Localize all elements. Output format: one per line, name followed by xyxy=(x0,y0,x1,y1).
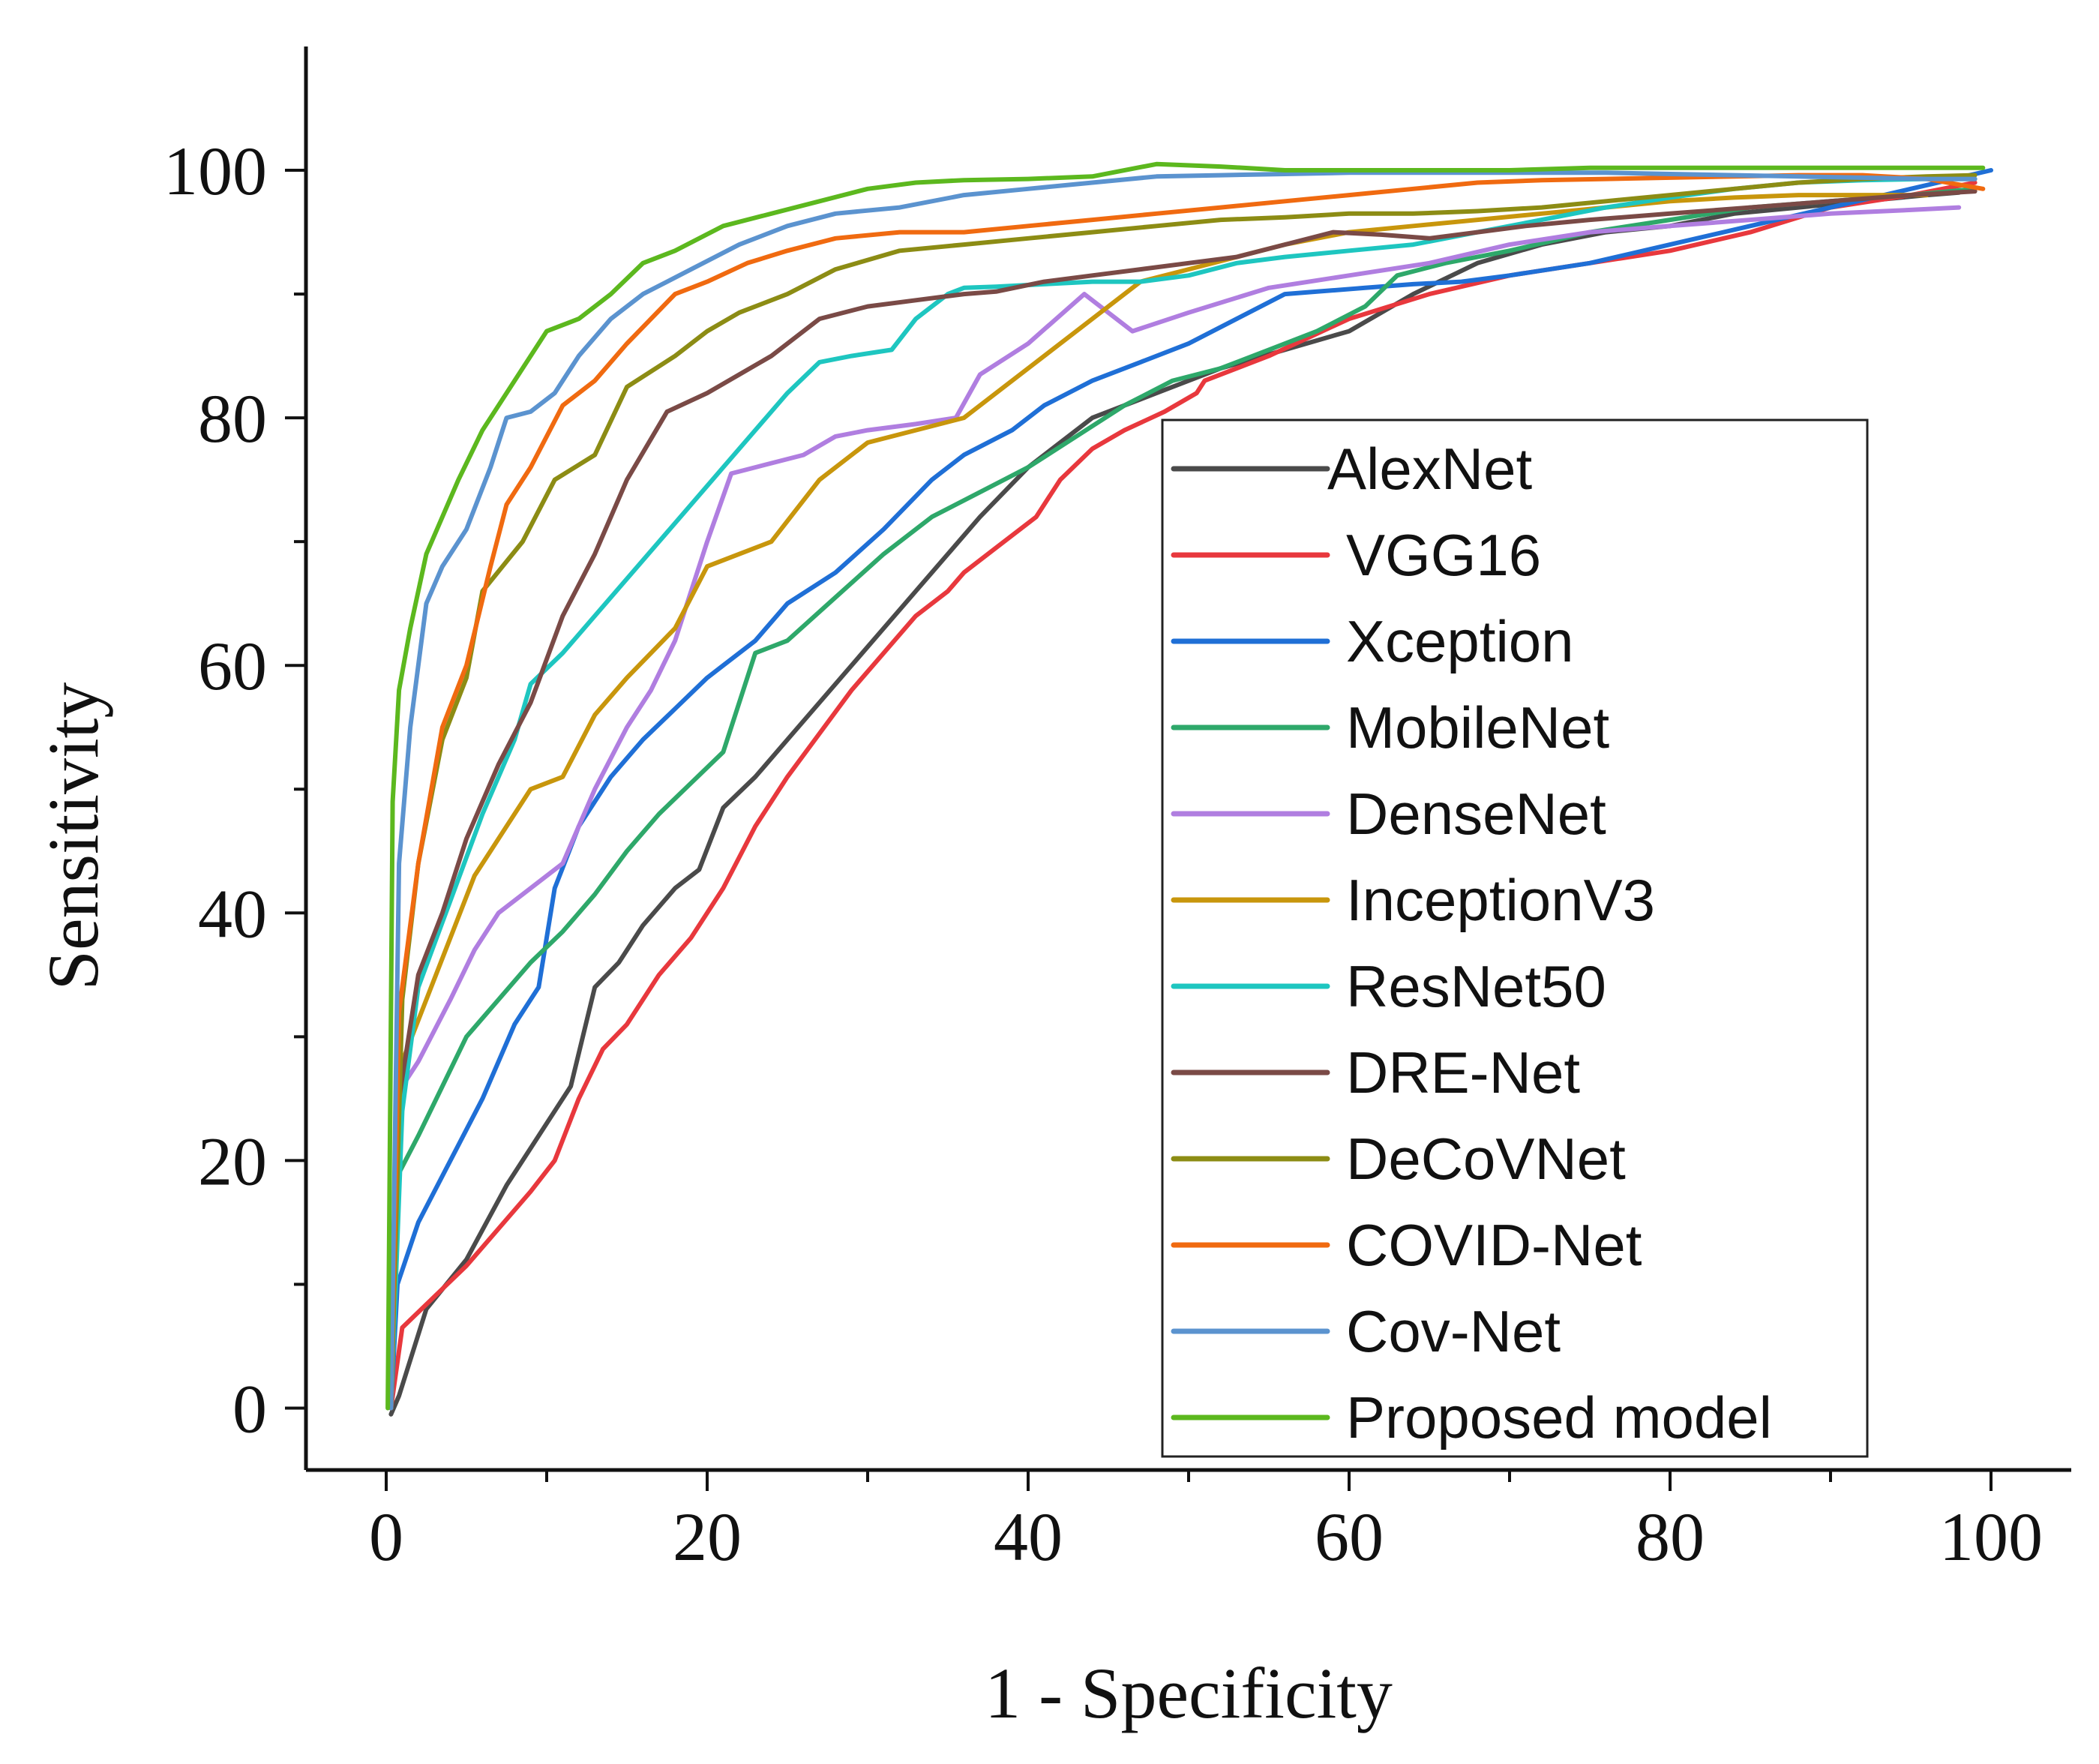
y-tick-label: 100 xyxy=(163,133,267,209)
legend-label: InceptionV3 xyxy=(1346,867,1655,933)
series-line-xception xyxy=(388,168,1993,1411)
series-line-vgg16 xyxy=(388,180,1978,1411)
series-line-decovnet xyxy=(388,172,1978,1411)
legend-label: ResNet50 xyxy=(1346,953,1606,1019)
y-axis-title: Sensitivity xyxy=(33,682,113,991)
y-tick-label: 20 xyxy=(198,1123,267,1199)
legend-box xyxy=(1161,418,1869,1458)
x-tick-label: 0 xyxy=(369,1498,403,1575)
legend-label: Xception xyxy=(1346,608,1574,674)
legend-label: DRE-Net xyxy=(1346,1040,1580,1106)
series-line-dre-net xyxy=(388,189,1978,1411)
y-tick-label: 40 xyxy=(198,875,267,952)
y-tick-label: 80 xyxy=(198,380,267,457)
x-tick-label: 20 xyxy=(673,1498,742,1575)
x-tick-label: 40 xyxy=(994,1498,1063,1575)
legend-label: VGG16 xyxy=(1346,522,1541,588)
legend-label: DenseNet xyxy=(1346,781,1606,847)
y-tick-label: 60 xyxy=(198,628,267,704)
legend-label: COVID-Net xyxy=(1346,1212,1642,1278)
series-line-mobilenet xyxy=(388,186,1978,1411)
series-line-proposed-model xyxy=(385,161,1986,1411)
x-tick-label: 80 xyxy=(1636,1498,1705,1575)
series-line-inceptionv3 xyxy=(388,193,1930,1411)
legend-label: MobileNet xyxy=(1346,694,1609,760)
series-line-densenet xyxy=(388,205,1962,1411)
x-axis-title: 1 - Specificity xyxy=(985,1653,1393,1733)
legend: AlexNet VGG16 Xception MobileNet DenseNet Inc… xyxy=(1161,418,1869,1458)
legend-label: Proposed model xyxy=(1346,1384,1772,1450)
legend-label: DeCoVNet xyxy=(1346,1126,1626,1192)
x-tick-label: 60 xyxy=(1315,1498,1384,1575)
series-layer xyxy=(385,161,1993,1417)
ticks-layer: 0 20 40 60 80 100 0 20 40 60 80 100 xyxy=(163,133,2043,1575)
y-tick-label: 0 xyxy=(232,1370,267,1447)
legend-label: Cov-Net xyxy=(1346,1298,1561,1364)
x-tick-label: 100 xyxy=(1939,1498,2043,1575)
series-line-covid-net xyxy=(388,172,1986,1411)
series-line-cov-net xyxy=(388,170,1978,1411)
legend-label: AlexNet xyxy=(1327,436,1532,502)
